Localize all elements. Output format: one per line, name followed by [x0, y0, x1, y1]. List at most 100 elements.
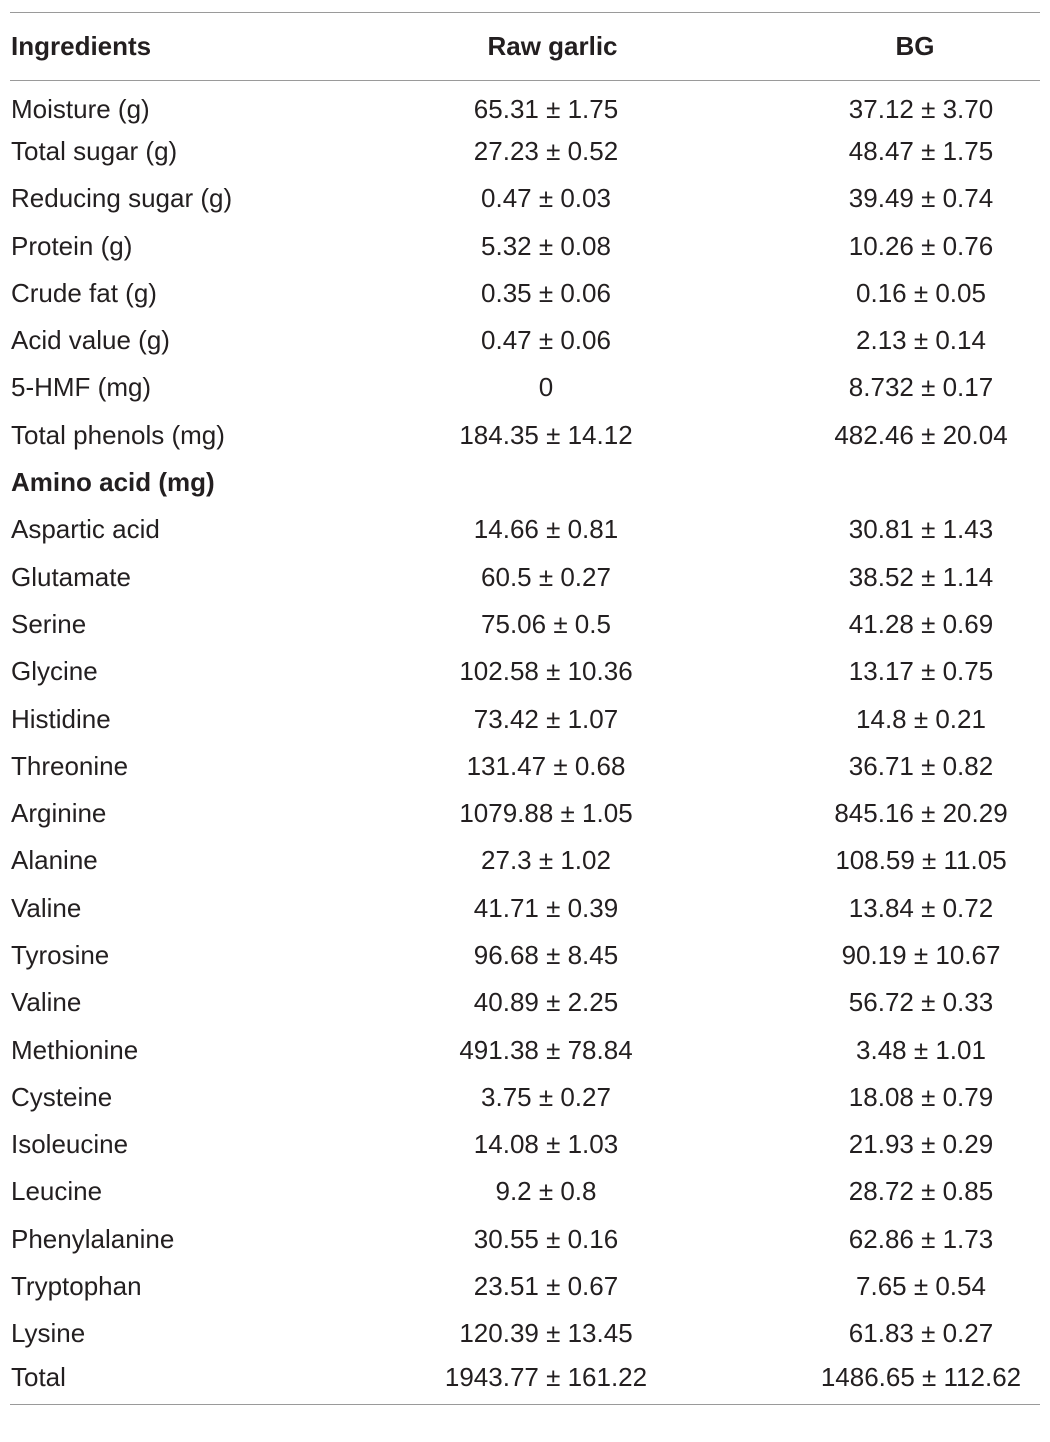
raw-garlic-value: 40.89 ± 2.25 [473, 987, 619, 1018]
bg-value: 56.72 ± 0.33 [848, 987, 994, 1018]
bg-value: 1486.65 ± 112.62 [670, 1357, 1040, 1406]
table-row: Crude fat (g) 0.35 ± 0.06 0.16 ± 0.05 [10, 270, 1040, 317]
raw-garlic-value: 14.08 ± 1.03 [473, 1129, 619, 1160]
row-label: Aspartic acid [11, 514, 160, 545]
raw-garlic-value: 1079.88 ± 1.05 [459, 798, 633, 829]
raw-garlic-value: 27.3 ± 1.02 [481, 845, 611, 876]
header-raw-garlic: Raw garlic [400, 12, 670, 81]
row-label: Serine [11, 608, 87, 639]
row-label: Leucine [11, 1176, 103, 1207]
row-label: 5-HMF (mg) [11, 372, 152, 403]
row-label: Total sugar (g) [11, 135, 178, 166]
row-label: Moisture (g) [11, 93, 150, 124]
raw-garlic-value: 184.35 ± 14.12 [459, 419, 633, 450]
row-label: Arginine [11, 798, 107, 829]
bg-value: 2.13 ± 0.14 [856, 325, 986, 356]
raw-garlic-value: 5.32 ± 0.08 [481, 230, 611, 261]
raw-garlic-value: 27.23 ± 0.52 [473, 135, 619, 166]
raw-garlic-value: 131.47 ± 0.68 [466, 750, 626, 781]
raw-garlic-value: 23.51 ± 0.67 [473, 1271, 619, 1302]
nutrient-table: Ingredients Raw garlic BG Moisture (g) 65… [10, 12, 1040, 1406]
bg-value: 48.47 ± 1.75 [848, 135, 994, 166]
row-label: Lysine [11, 1318, 86, 1349]
row-label: Histidine [11, 703, 111, 734]
table-row: Methionine 491.38 ± 78.84 3.48 ± 1.01 [10, 1026, 1040, 1073]
raw-garlic-value: 14.66 ± 0.81 [473, 514, 619, 545]
bg-value: 38.52 ± 1.14 [848, 561, 994, 592]
table-row: Leucine 9.2 ± 0.8 28.72 ± 0.85 [10, 1168, 1040, 1215]
row-label: Glutamate [11, 561, 131, 592]
row-label: Total [10, 1357, 400, 1406]
row-label: Phenylalanine [11, 1223, 175, 1254]
table-row: Glutamate 60.5 ± 0.27 38.52 ± 1.14 [10, 553, 1040, 600]
row-label: Tryptophan [11, 1271, 142, 1302]
raw-garlic-value: 102.58 ± 10.36 [459, 656, 633, 687]
bg-value: 13.17 ± 0.75 [848, 656, 994, 687]
raw-garlic-value: 65.31 ± 1.75 [473, 93, 619, 124]
bg-value: 108.59 ± 11.05 [835, 845, 1007, 876]
row-label: Valine [11, 892, 82, 923]
header-bg: BG [670, 12, 1040, 81]
bg-value: 13.84 ± 0.72 [848, 892, 994, 923]
row-label: Cysteine [11, 1081, 113, 1112]
table-row: Moisture (g) 65.31 ± 1.75 37.12 ± 3.70 [10, 81, 1040, 128]
row-label: Protein (g) [11, 230, 133, 261]
raw-garlic-value: 120.39 ± 13.45 [459, 1318, 633, 1349]
row-label: Crude fat (g) [11, 277, 157, 308]
table-row: Isoleucine 14.08 ± 1.03 21.93 ± 0.29 [10, 1121, 1040, 1168]
row-label: Threonine [11, 750, 129, 781]
raw-garlic-value: 73.42 ± 1.07 [473, 703, 619, 734]
bg-value: 3.48 ± 1.01 [856, 1034, 986, 1065]
bg-value: 61.83 ± 0.27 [848, 1318, 994, 1349]
header-row: Ingredients Raw garlic BG [10, 12, 1040, 81]
table-row: Cysteine 3.75 ± 0.27 18.08 ± 0.79 [10, 1074, 1040, 1121]
table-row: Glycine 102.58 ± 10.36 13.17 ± 0.75 [10, 648, 1040, 695]
header-ingredients: Ingredients [10, 12, 400, 81]
row-label: Tyrosine [11, 939, 110, 970]
bg-value: 37.12 ± 3.70 [848, 93, 994, 124]
bg-value: 8.732 ± 0.17 [848, 372, 994, 403]
table-row: Aspartic acid 14.66 ± 0.81 30.81 ± 1.43 [10, 506, 1040, 553]
table-row: Total 1943.77 ± 161.22 1486.65 ± 112.62 [10, 1357, 1040, 1406]
table-row: Total phenols (mg) 184.35 ± 14.12 482.46 ±… [10, 412, 1040, 459]
bg-value: 7.65 ± 0.54 [856, 1271, 986, 1302]
bg-value: 30.81 ± 1.43 [848, 514, 994, 545]
row-label: Methionine [11, 1034, 139, 1065]
section-label-amino-acid: Amino acid (mg) [11, 467, 215, 498]
table-row: Tyrosine 96.68 ± 8.45 90.19 ± 10.67 [10, 932, 1040, 979]
bg-value: 39.49 ± 0.74 [848, 183, 994, 214]
raw-garlic-value: 3.75 ± 0.27 [481, 1081, 611, 1112]
raw-garlic-value: 60.5 ± 0.27 [481, 561, 611, 592]
bg-value: 90.19 ± 10.67 [841, 939, 1001, 970]
raw-garlic-value: 96.68 ± 8.45 [473, 939, 619, 970]
raw-garlic-value: 0.47 ± 0.03 [481, 183, 611, 214]
raw-garlic-value: 41.71 ± 0.39 [473, 892, 619, 923]
bg-value: 62.86 ± 1.73 [848, 1223, 994, 1254]
raw-garlic-value: 9.2 ± 0.8 [495, 1176, 597, 1207]
table-row: Lysine 120.39 ± 13.45 61.83 ± 0.27 [10, 1310, 1040, 1357]
bg-value: 14.8 ± 0.21 [856, 703, 986, 734]
table-row: Protein (g) 5.32 ± 0.08 10.26 ± 0.76 [10, 222, 1040, 269]
table-row: Threonine 131.47 ± 0.68 36.71 ± 0.82 [10, 743, 1040, 790]
table-row: Arginine 1079.88 ± 1.05 845.16 ± 20.29 [10, 790, 1040, 837]
table-row: Alanine 27.3 ± 1.02 108.59 ± 11.05 [10, 837, 1040, 884]
row-label: Alanine [11, 845, 98, 876]
table-row: 5-HMF (mg) 0 8.732 ± 0.17 [10, 364, 1040, 411]
table-row: Acid value (g) 0.47 ± 0.06 2.13 ± 0.14 [10, 317, 1040, 364]
raw-garlic-value: 0 [538, 372, 554, 403]
raw-garlic-value: 491.38 ± 78.84 [459, 1034, 633, 1065]
row-label: Valine [11, 987, 82, 1018]
table-row: Reducing sugar (g) 0.47 ± 0.03 39.49 ± 0.7… [10, 175, 1040, 222]
row-label: Glycine [11, 656, 98, 687]
section-row: Amino acid (mg) [10, 459, 1040, 506]
bg-value: 36.71 ± 0.82 [848, 750, 994, 781]
table-body: Moisture (g) 65.31 ± 1.75 37.12 ± 3.70 Tota… [10, 81, 1040, 1406]
bg-value: 28.72 ± 0.85 [848, 1176, 994, 1207]
raw-garlic-value: 0.47 ± 0.06 [481, 325, 611, 356]
table-header: Ingredients Raw garlic BG [10, 12, 1040, 81]
row-label: Acid value (g) [11, 325, 170, 356]
row-label: Isoleucine [11, 1129, 129, 1160]
table-row: Tryptophan 23.51 ± 0.67 7.65 ± 0.54 [10, 1263, 1040, 1310]
row-label: Total phenols (mg) [11, 419, 225, 450]
